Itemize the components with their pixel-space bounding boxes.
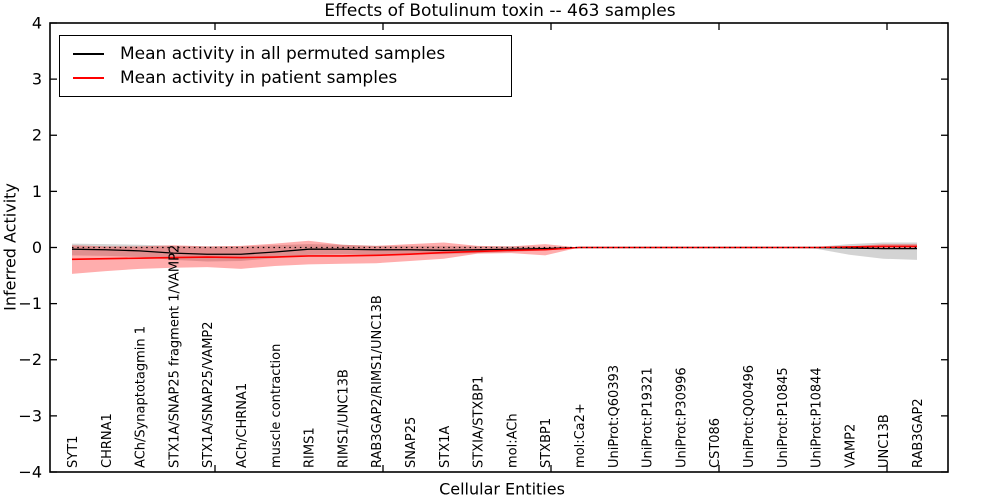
y-tick-label: 4	[32, 13, 42, 32]
chart-title: Effects of Botulinum toxin -- 463 sample…	[324, 1, 676, 21]
x-category-label: ACh/Synaptotagmin 1	[134, 326, 149, 468]
x-category-label: STX1A	[438, 426, 453, 468]
x-category-label: CHRNA1	[100, 413, 115, 468]
x-category-label: muscle contraction	[269, 344, 284, 468]
y-tick-label: 1	[32, 182, 42, 201]
x-category-label: UniProt:P10844	[810, 367, 825, 468]
x-category-label: ACh/CHRNA1	[235, 383, 250, 468]
patient-band	[72, 240, 917, 274]
legend-line-sample-permuted	[73, 53, 104, 55]
y-axis-label: Inferred Activity	[0, 183, 20, 311]
x-category-label: RAB3GAP2	[911, 398, 926, 468]
x-category-label: SYT1	[66, 436, 81, 468]
x-category-label: SNAP25	[404, 417, 419, 468]
x-axis-label: Cellular Entities	[439, 479, 565, 499]
y-tick-label: 0	[32, 238, 42, 257]
y-tick-label: 3	[32, 70, 42, 89]
x-category-label: UniProt:P30996	[674, 367, 689, 468]
x-category-label: STXIA/STXBP1	[472, 376, 487, 468]
legend-label-patient: Mean activity in patient samples	[120, 67, 398, 88]
x-category-label: STX1A/SNAP25 fragment 1/VAMP2	[167, 245, 182, 468]
y-tick-label: −2	[18, 350, 42, 369]
y-tick-label: −4	[18, 462, 42, 481]
x-category-label: UniProt:P10845	[776, 367, 791, 468]
x-category-label: UniProt:P19321	[641, 367, 656, 468]
x-category-label: UniProt:Q00496	[742, 365, 757, 468]
legend-item-patient: Mean activity in patient samples	[73, 67, 511, 88]
legend-line-sample-patient	[73, 77, 104, 79]
legend-item-permuted: Mean activity in all permuted samples	[73, 43, 511, 64]
x-category-label: STXBP1	[539, 418, 554, 468]
y-tick-label: −1	[18, 294, 42, 313]
patient-mean-line	[71, 245, 917, 261]
x-category-label: UNC13B	[877, 414, 892, 468]
x-category-label: RIMS1	[303, 427, 318, 468]
x-category-label: UniProt:Q60393	[607, 365, 622, 468]
x-category-label: RIMS1/UNC13B	[336, 369, 351, 468]
legend-label-permuted: Mean activity in all permuted samples	[120, 43, 446, 64]
legend: Mean activity in all permuted samples Me…	[59, 35, 512, 97]
x-category-label: RAB3GAP2/RIMS1/UNC13B	[370, 295, 385, 468]
x-category-label: STX1A/SNAP25/VAMP2	[201, 321, 216, 468]
y-tick-label: 2	[32, 126, 42, 145]
x-category-label: CST086	[708, 418, 723, 468]
x-category-label: mol:Ca2+	[573, 403, 588, 468]
x-category-label: mol:ACh	[505, 413, 520, 468]
x-category-label: VAMP2	[843, 424, 858, 468]
y-tick-label: −3	[18, 406, 42, 425]
